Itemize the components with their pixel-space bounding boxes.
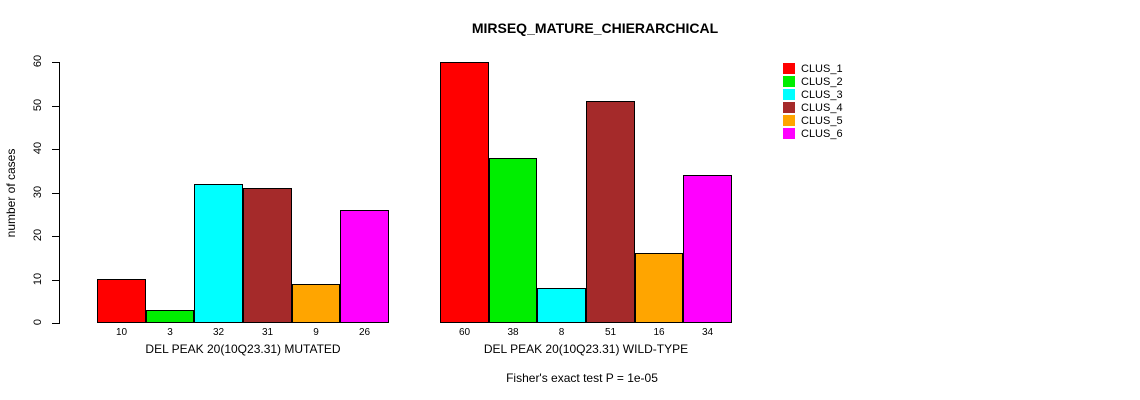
y-axis-tick <box>52 323 59 324</box>
y-axis-tick-label: 10 <box>32 272 44 286</box>
legend-item: CLUS_2 <box>783 75 843 88</box>
bar-value-label: 16 <box>653 327 665 338</box>
bar-clus_4 <box>243 188 292 323</box>
y-axis-tick-label: 30 <box>32 185 44 199</box>
y-axis-tick <box>52 62 59 63</box>
bar-clus_1 <box>97 279 146 323</box>
legend-label: CLUS_3 <box>801 88 843 101</box>
legend-swatch <box>783 115 795 126</box>
legend-label: CLUS_1 <box>801 62 843 75</box>
legend-label: CLUS_5 <box>801 114 843 127</box>
bar-clus_6 <box>683 175 732 323</box>
y-axis-tick-label: 60 <box>32 54 44 68</box>
bar-clus_4 <box>586 101 635 323</box>
chart-title: MIRSEQ_MATURE_CHIERARCHICAL <box>471 20 719 36</box>
bar-clus_5 <box>635 253 683 323</box>
bar-value-label: 3 <box>167 327 173 338</box>
bar-value-label: 9 <box>313 327 319 338</box>
bar-clus_5 <box>292 284 340 323</box>
y-axis-tick <box>52 236 59 237</box>
x-axis-group-label: DEL PEAK 20(10Q23.31) MUTATED <box>145 342 341 356</box>
bar-value-label: 31 <box>261 327 274 338</box>
bar-value-label: 34 <box>701 327 714 338</box>
y-axis-tick-label: 50 <box>32 98 44 112</box>
legend-label: CLUS_6 <box>801 127 843 140</box>
bar-value-label: 38 <box>507 327 519 338</box>
y-axis-tick <box>52 106 59 107</box>
legend-swatch <box>783 102 795 113</box>
y-axis-line <box>59 62 60 324</box>
legend-swatch <box>783 89 795 100</box>
bar-clus_2 <box>489 158 537 323</box>
bar-value-label: 60 <box>458 327 471 338</box>
annotation-footer: Fisher's exact test P = 1e-05 <box>506 371 658 385</box>
y-axis-tick-label: 0 <box>32 318 44 326</box>
bar-value-label: 51 <box>604 327 617 338</box>
bar-value-label: 32 <box>212 327 225 338</box>
y-axis-tick-label: 20 <box>32 228 44 242</box>
legend-swatch <box>783 63 795 74</box>
bar-value-label: 8 <box>558 327 565 338</box>
y-axis-tick-label: 40 <box>32 141 44 155</box>
legend-label: CLUS_4 <box>801 101 843 114</box>
bar-clus_1 <box>440 62 489 323</box>
y-axis-tick <box>52 149 59 150</box>
bar-clus_3 <box>194 184 243 323</box>
legend-swatch <box>783 76 795 87</box>
bar-value-label: 26 <box>358 327 371 338</box>
bar-value-label: 10 <box>115 327 128 338</box>
y-axis-tick <box>52 193 59 194</box>
bar-clus_2 <box>146 310 194 323</box>
legend: CLUS_1 CLUS_2 CLUS_3 CLUS_4 CLUS_5 CLUS_6 <box>783 62 843 140</box>
y-axis-tick <box>52 280 59 281</box>
legend-item: CLUS_3 <box>783 88 843 101</box>
legend-item: CLUS_5 <box>783 114 843 127</box>
legend-label: CLUS_2 <box>801 75 843 88</box>
legend-item: CLUS_4 <box>783 101 843 114</box>
y-axis-label: number of cases <box>4 148 18 238</box>
x-axis-group-label: DEL PEAK 20(10Q23.31) WILD-TYPE <box>483 342 689 356</box>
bar-clus_6 <box>340 210 389 323</box>
legend-item: CLUS_6 <box>783 127 843 140</box>
bar-clus_3 <box>537 288 586 323</box>
legend-swatch <box>783 128 795 139</box>
legend-item: CLUS_1 <box>783 62 843 75</box>
